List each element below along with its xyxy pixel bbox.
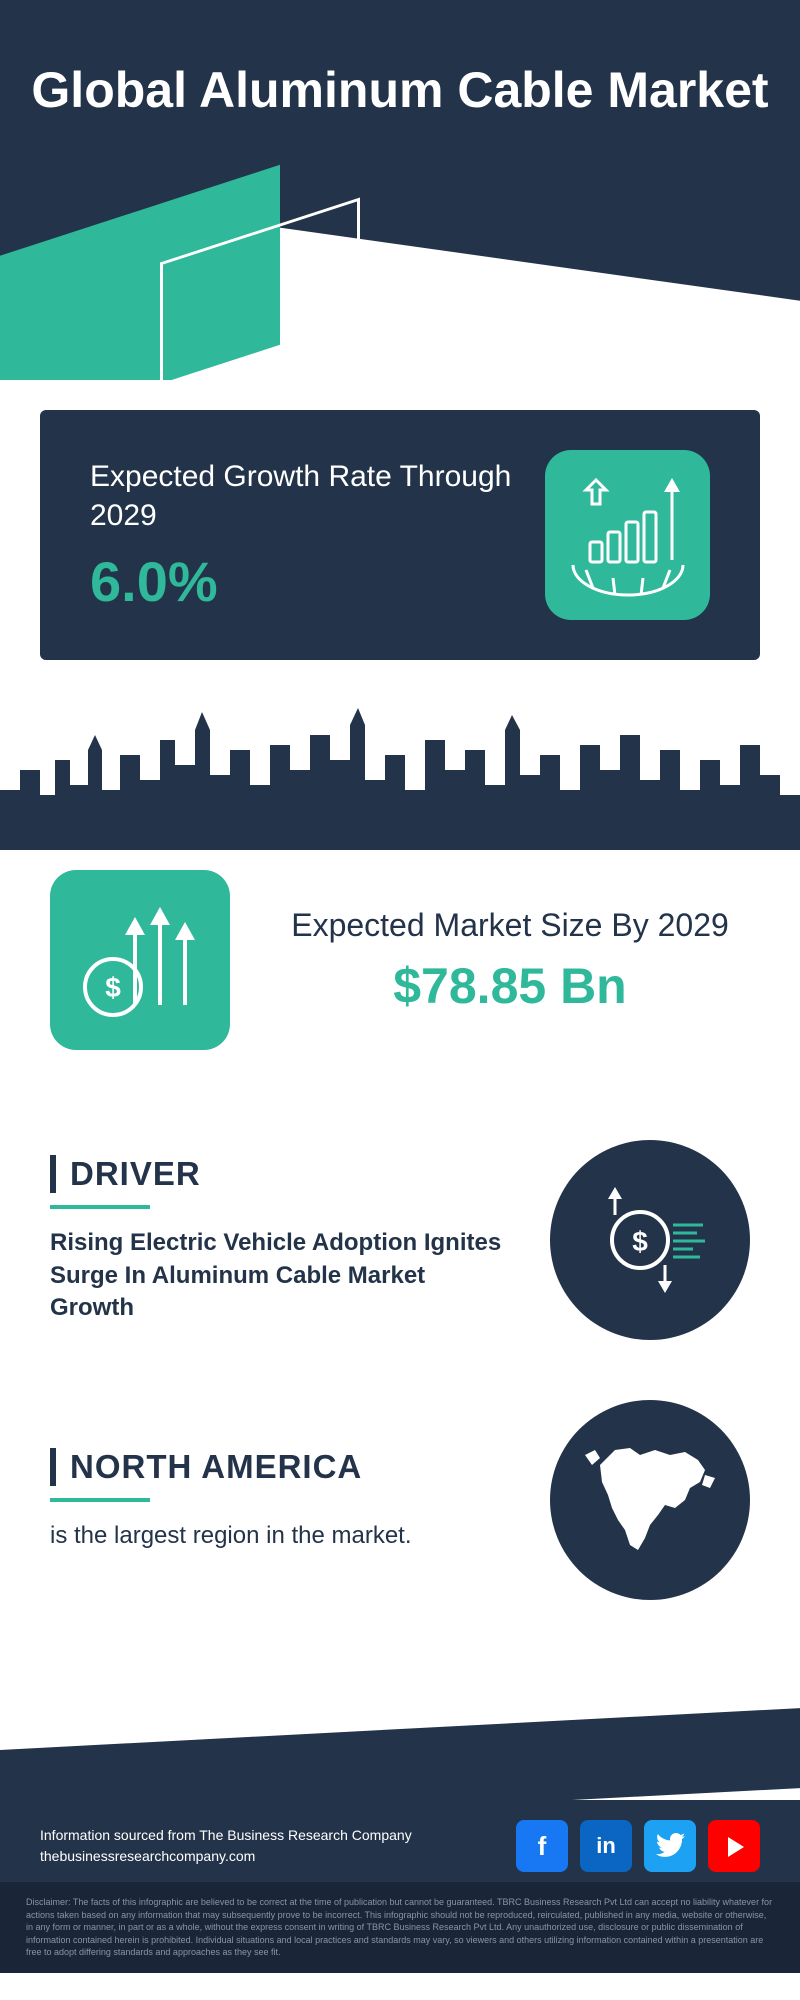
heading-underline [50,1498,150,1502]
region-text-block: NORTH AMERICA is the largest region in t… [50,1448,510,1552]
linkedin-icon[interactable]: in [580,1820,632,1872]
region-circle-icon [550,1400,750,1600]
market-size-section: $ Expected Market Size By 2029 $78.85 Bn [0,850,800,1110]
social-icons-row: f in [516,1820,760,1872]
header-section: Global Aluminum Cable Market [0,0,800,380]
region-heading: NORTH AMERICA [50,1448,510,1486]
youtube-icon[interactable] [708,1820,760,1872]
source-line1: Information sourced from The Business Re… [40,1825,412,1846]
footer-section: Information sourced from The Business Re… [0,1750,800,1882]
globe-chart-icon [558,470,698,600]
driver-text-block: DRIVER Rising Electric Vehicle Adoption … [50,1155,510,1324]
source-attribution: Information sourced from The Business Re… [40,1825,412,1867]
north-america-map-icon [570,1420,730,1580]
market-label: Expected Market Size By 2029 [270,905,750,947]
driver-section: DRIVER Rising Electric Vehicle Adoption … [0,1110,800,1370]
source-line2: thebusinessresearchcompany.com [40,1846,412,1867]
svg-text:$: $ [632,1226,648,1257]
region-body: is the largest region in the market. [50,1520,510,1552]
market-text-block: Expected Market Size By 2029 $78.85 Bn [270,905,750,1015]
growth-label: Expected Growth Rate Through 2029 [90,457,545,535]
driver-body: Rising Electric Vehicle Adoption Ignites… [50,1227,510,1324]
page-title: Global Aluminum Cable Market [0,60,800,120]
growth-text-block: Expected Growth Rate Through 2029 6.0% [90,457,545,614]
twitter-icon[interactable] [644,1820,696,1872]
growth-rate-card: Expected Growth Rate Through 2029 6.0% [40,410,760,660]
heading-underline [50,1205,150,1209]
disclaimer-text: Disclaimer: The facts of this infographi… [0,1882,800,1973]
driver-circle-icon: $ [550,1140,750,1340]
infographic-container: Global Aluminum Cable Market Expected Gr… [0,0,800,1973]
region-section: NORTH AMERICA is the largest region in t… [0,1370,800,1630]
market-value: $78.85 Bn [270,957,750,1015]
skyline-silhouette [0,700,800,850]
driver-heading: DRIVER [50,1155,510,1193]
dollar-growth-icon: $ [75,895,205,1025]
growth-chart-icon [545,450,710,620]
facebook-icon[interactable]: f [516,1820,568,1872]
exchange-dollar-icon: $ [585,1175,715,1305]
growth-value: 6.0% [90,549,545,614]
svg-text:$: $ [105,972,121,1003]
market-size-icon: $ [50,870,230,1050]
